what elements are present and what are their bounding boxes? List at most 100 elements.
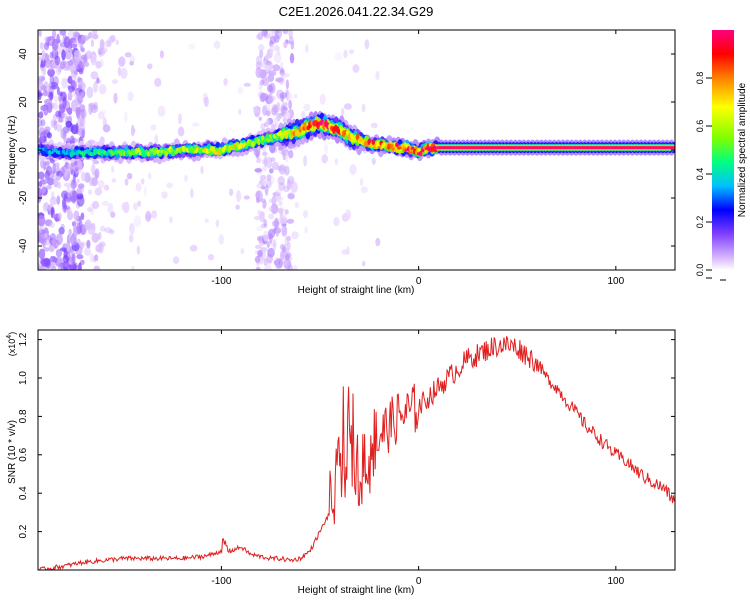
noise-blob — [285, 209, 289, 215]
noise-blob — [61, 201, 67, 213]
noise-blob — [268, 92, 272, 102]
noise-blob — [286, 179, 291, 191]
noise-blob — [111, 178, 117, 183]
noise-blob — [287, 264, 294, 270]
noise-blob — [73, 32, 81, 41]
noise-blob — [62, 261, 70, 270]
noise-blob — [272, 64, 281, 72]
noise-blob — [51, 191, 55, 201]
colorbar-tick-label: 0.2 — [695, 216, 705, 229]
noise-blob — [56, 124, 63, 132]
snr-x-label: Height of straight line (km) — [298, 585, 415, 596]
spectrogram-panel: -100 0 100 -40 -20 0 20 40 Height of straight … — [7, 29, 676, 296]
noise-blob — [92, 255, 97, 263]
noise-blob — [71, 253, 76, 266]
noise-blob — [99, 136, 105, 145]
noise-blob — [256, 157, 262, 164]
colorbar-tick-label: 0.8 — [695, 72, 705, 85]
noise-blob — [38, 91, 41, 98]
noise-blob — [279, 92, 288, 99]
noise-blob — [257, 250, 263, 258]
noise-blob — [349, 164, 357, 176]
noise-blob — [52, 237, 56, 247]
noise-blob — [70, 234, 76, 246]
noise-blob — [47, 68, 55, 77]
noise-blob — [38, 75, 42, 86]
noise-blob — [52, 256, 58, 264]
noise-blob — [68, 85, 75, 93]
noise-blob — [262, 151, 268, 156]
noise-blob — [65, 120, 73, 128]
noise-blob — [107, 202, 114, 214]
noise-blob — [289, 52, 295, 64]
noise-blob — [67, 91, 73, 101]
noise-blob — [88, 102, 96, 108]
noise-blob — [41, 49, 46, 62]
noise-blob — [78, 60, 85, 73]
noise-blob — [286, 241, 291, 251]
noise-blob — [273, 34, 280, 43]
ridge-cell — [395, 142, 399, 148]
noise-blob — [281, 225, 288, 237]
noise-blob — [203, 96, 209, 108]
x-tick-label: 100 — [607, 576, 624, 587]
noise-blob — [111, 165, 115, 173]
noise-blob — [258, 82, 263, 91]
noise-blob — [215, 219, 220, 228]
noise-blob — [281, 101, 288, 108]
noise-blob — [80, 54, 86, 61]
noise-blob — [271, 106, 278, 116]
ridge-cell — [259, 139, 263, 143]
noise-blob — [70, 179, 77, 190]
noise-blob — [254, 255, 261, 264]
y-tick-label: -40 — [18, 238, 29, 253]
noise-blob — [101, 200, 109, 206]
noise-blob — [159, 50, 164, 59]
noise-blob — [341, 249, 349, 255]
noise-blob — [39, 179, 48, 185]
spectrogram-ridge — [38, 110, 675, 165]
noise-blob — [261, 247, 269, 252]
noise-blob — [40, 158, 45, 169]
noise-blob — [268, 213, 275, 220]
noise-blob — [38, 111, 44, 119]
noise-blob — [38, 265, 44, 270]
x-tick-label: 100 — [607, 276, 624, 287]
noise-blob — [56, 195, 61, 205]
noise-blob — [243, 195, 250, 200]
noise-blob — [72, 173, 76, 184]
noise-blob — [333, 216, 340, 227]
noise-blob — [59, 167, 65, 176]
noise-blob — [46, 36, 51, 42]
y-tick-label: 1.2 — [18, 332, 29, 346]
noise-blob — [106, 40, 112, 47]
noise-blob — [154, 77, 162, 87]
noise-blob — [45, 161, 50, 166]
noise-blob — [99, 225, 106, 232]
noise-blob — [268, 198, 276, 204]
noise-blob — [266, 241, 270, 249]
noise-blob — [95, 79, 102, 84]
noise-blob — [268, 82, 276, 94]
noise-blob — [42, 242, 46, 248]
colorbar-ticks: 0.0 0.2 0.4 0.6 0.8 — [695, 72, 726, 281]
ridge-cell — [377, 145, 382, 149]
noise-blob — [276, 101, 280, 113]
ridge-cell — [261, 135, 265, 141]
noise-blob — [279, 62, 284, 71]
noise-blob — [64, 161, 70, 170]
y-tick-label: 0.6 — [18, 447, 29, 461]
noise-blob — [53, 162, 60, 167]
noise-blob — [285, 151, 289, 163]
noise-blob — [89, 252, 94, 263]
ridge-cell — [44, 146, 48, 153]
noise-blob — [252, 105, 259, 114]
ridge-cell — [178, 146, 182, 154]
noise-blob — [371, 157, 376, 165]
noise-blob — [113, 92, 118, 104]
noise-blob — [262, 202, 266, 209]
noise-blob — [55, 233, 63, 245]
noise-blob — [290, 40, 295, 50]
noise-blob — [52, 75, 59, 87]
noise-blob — [278, 200, 283, 207]
